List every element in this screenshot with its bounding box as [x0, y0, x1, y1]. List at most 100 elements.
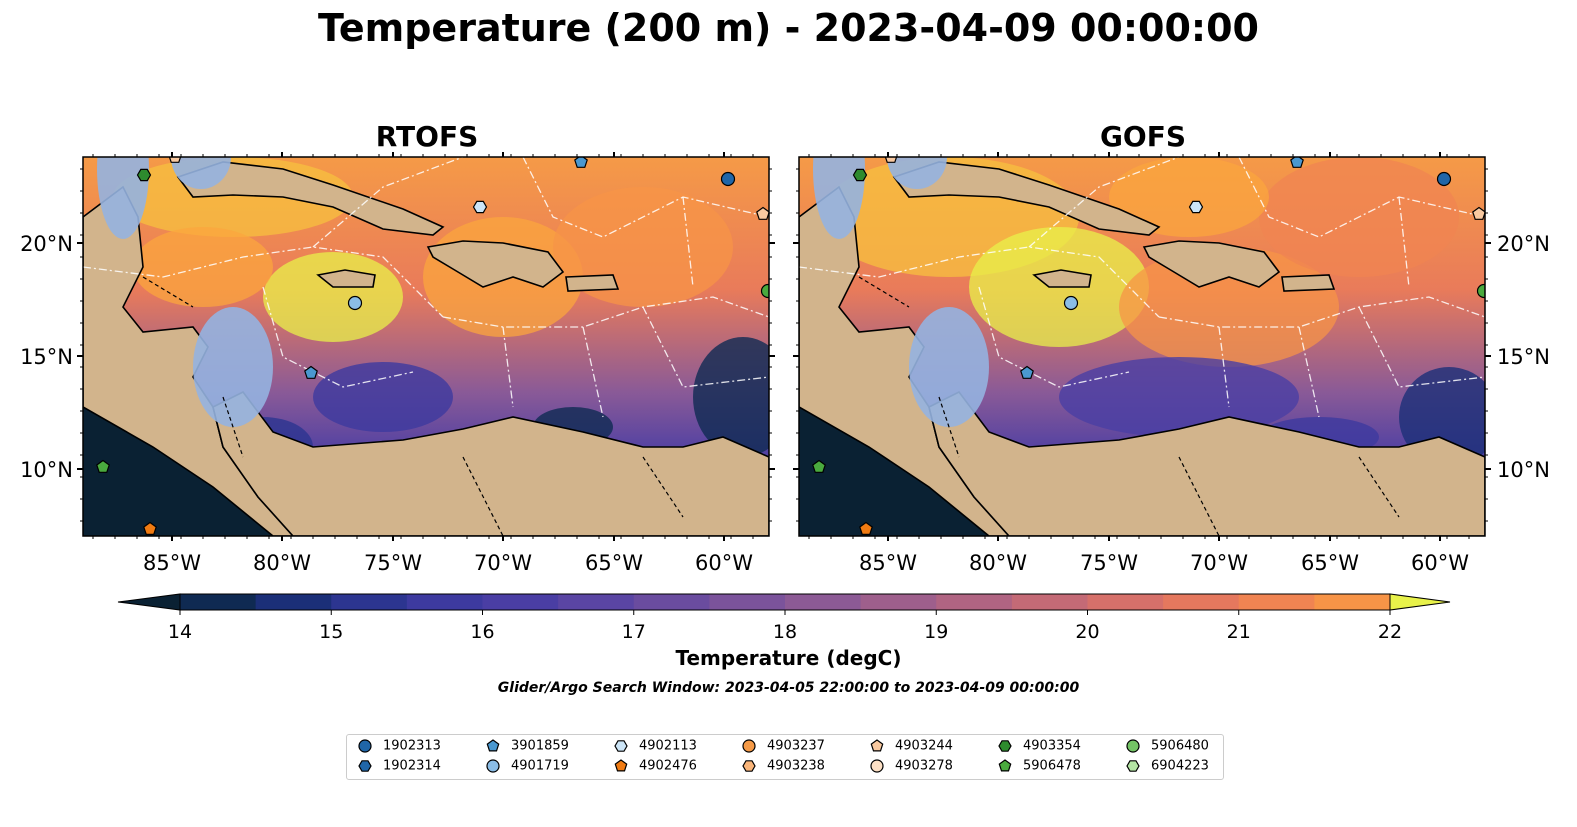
platform-marker [304, 365, 318, 379]
lon-tick-label: 85°W [859, 551, 917, 575]
country-border [1358, 456, 1400, 518]
panel-title-rtofs: RTOFS [375, 120, 479, 153]
country-border [1178, 456, 1220, 536]
platform-marker [1472, 206, 1485, 220]
legend-marker-shape [742, 739, 756, 753]
colorbar-tick-label: 14 [168, 621, 192, 643]
cool-patch [693, 337, 769, 457]
platform-marker [136, 168, 152, 182]
colorbar-extend-low [117, 593, 181, 611]
legend-entry: 1902313 [357, 738, 441, 755]
platform-marker [1188, 200, 1204, 214]
colorbar-tick-label: 16 [470, 621, 494, 643]
colorbar-segment [785, 594, 862, 610]
platform-marker [96, 459, 110, 473]
eez-boundary [83, 246, 444, 318]
lon-tick-label: 85°W [143, 551, 201, 575]
lon-tick-label: 75°W [364, 551, 422, 575]
country-border [938, 396, 960, 458]
map-frame [82, 156, 770, 537]
legend-entry: 4903237 [741, 738, 825, 755]
legend-label: 4903238 [767, 758, 825, 774]
colorbar-segment [406, 594, 484, 610]
legend-label: 4902476 [639, 758, 697, 774]
lon-tick-label: 60°W [1411, 551, 1469, 575]
platform-marker [1290, 157, 1304, 168]
pacific-ocean [83, 407, 273, 536]
legend-marker-shape [870, 739, 884, 752]
platform-marker [574, 157, 588, 168]
eez-boundary [312, 157, 464, 248]
platform-marker [859, 521, 873, 535]
landmass [928, 390, 1485, 536]
legend-entry: 5906478 [997, 758, 1081, 775]
figure-title: Temperature (200 m) - 2023-04-09 00:00:0… [317, 6, 1259, 50]
platform-marker [852, 168, 868, 182]
legend-marker-icon [614, 759, 628, 772]
lon-tick-label: 70°W [1190, 551, 1248, 575]
platform-marker [472, 200, 488, 214]
country-border [858, 276, 910, 308]
shelf-area [171, 157, 231, 189]
lat-tick-label: 10°N [1497, 458, 1550, 482]
colorbar-segment [1238, 594, 1315, 610]
landmass [1142, 240, 1281, 288]
eez-boundary [1028, 157, 1180, 248]
eez-boundary [1298, 326, 1320, 418]
legend-marker-icon [614, 740, 628, 752]
colorbar-extend-high [1389, 593, 1451, 611]
legend-entry: 4903244 [869, 738, 953, 755]
legend-marker-icon [486, 759, 500, 773]
lat-tick-label: 15°N [20, 345, 73, 369]
platform-marker [1436, 171, 1452, 187]
eez-boundary [642, 306, 769, 388]
landmass [176, 161, 445, 236]
colorbar-segment [1011, 594, 1089, 610]
colorbar-segment [255, 594, 332, 610]
legend-entry: 4902113 [613, 738, 697, 755]
legend-label: 5906478 [1023, 758, 1081, 774]
platform-marker [760, 283, 769, 299]
colorbar-segment [860, 594, 937, 610]
legend-marker-icon [870, 739, 884, 752]
shelf-area [813, 157, 865, 239]
colorbar-segment [709, 594, 786, 610]
eez-boundary [1158, 296, 1485, 328]
colorbar-label: Temperature (degC) [675, 646, 902, 670]
panel-title-gofs: GOFS [1099, 120, 1187, 153]
eez-boundary [1398, 196, 1410, 288]
legend-marker-icon [1126, 739, 1140, 753]
platform-marker [1063, 295, 1079, 311]
eez-boundary [522, 157, 769, 238]
legend-label: 4903278 [895, 758, 953, 774]
legend-marker-icon [358, 760, 372, 772]
colorbar-tick-label: 19 [924, 621, 948, 643]
landmass [212, 390, 769, 536]
legend-label: 5906480 [1151, 738, 1209, 754]
warm-patch [1109, 157, 1269, 237]
platform-marker [1476, 283, 1485, 299]
colorbar: 14 15 16 17 18 19 20 21 22 [117, 593, 1451, 643]
eez-boundary [1358, 306, 1485, 388]
legend-label: 1902313 [383, 738, 441, 754]
pacific-ocean [799, 407, 989, 536]
eez-boundary [682, 196, 694, 288]
platform-marker [884, 157, 898, 163]
platform-marker [720, 171, 736, 187]
lon-tick-label: 65°W [585, 551, 643, 575]
warm-patch [263, 252, 403, 342]
eez-boundary [262, 286, 414, 388]
colorbar-tick-label: 18 [773, 621, 797, 643]
eez-boundary [1238, 157, 1485, 238]
lat-tick-label: 20°N [20, 232, 73, 256]
lon-tick-label: 80°W [969, 551, 1027, 575]
map-frame [798, 156, 1486, 537]
country-border [142, 276, 194, 308]
shelf-area [909, 307, 989, 427]
legend-entry: 1902314 [357, 758, 441, 775]
colorbar-segment [1087, 594, 1164, 610]
lat-tick-label: 20°N [1497, 232, 1550, 256]
eez-boundary [582, 326, 604, 418]
colorbar-segment [633, 594, 710, 610]
platform-marker [168, 157, 182, 163]
